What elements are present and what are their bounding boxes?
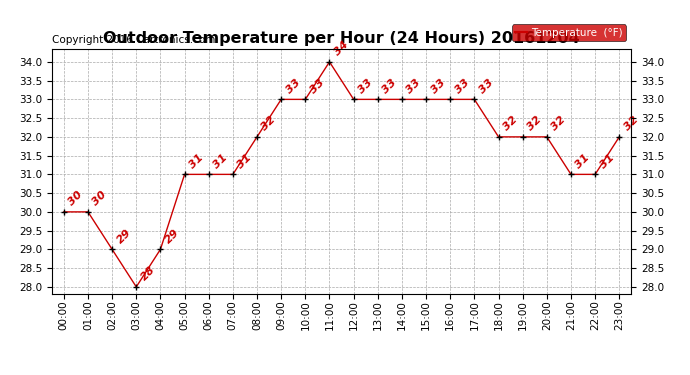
Text: 28: 28 <box>139 265 157 283</box>
Text: 29: 29 <box>164 227 181 245</box>
Text: 33: 33 <box>429 77 447 95</box>
Text: 33: 33 <box>453 77 471 95</box>
Text: 31: 31 <box>574 152 592 170</box>
Text: 33: 33 <box>381 77 399 95</box>
Text: 31: 31 <box>236 152 254 170</box>
Text: 30: 30 <box>91 190 109 208</box>
Text: 33: 33 <box>477 77 495 95</box>
Text: 34: 34 <box>333 40 351 58</box>
Text: Copyright 2016 Cartronics.com: Copyright 2016 Cartronics.com <box>52 35 215 45</box>
Text: 31: 31 <box>188 152 206 170</box>
Text: 29: 29 <box>115 227 133 245</box>
Text: 33: 33 <box>405 77 423 95</box>
Text: 31: 31 <box>212 152 230 170</box>
Text: 33: 33 <box>284 77 302 95</box>
Text: 32: 32 <box>502 115 520 133</box>
Text: 32: 32 <box>550 115 568 133</box>
Text: 32: 32 <box>622 115 640 133</box>
Text: 31: 31 <box>598 152 616 170</box>
Legend: Temperature  (°F): Temperature (°F) <box>511 24 626 41</box>
Text: 33: 33 <box>308 77 326 95</box>
Text: 32: 32 <box>526 115 544 133</box>
Text: 33: 33 <box>357 77 375 95</box>
Text: 32: 32 <box>260 115 278 133</box>
Text: 30: 30 <box>67 190 85 208</box>
Title: Outdoor Temperature per Hour (24 Hours) 20161204: Outdoor Temperature per Hour (24 Hours) … <box>104 31 580 46</box>
